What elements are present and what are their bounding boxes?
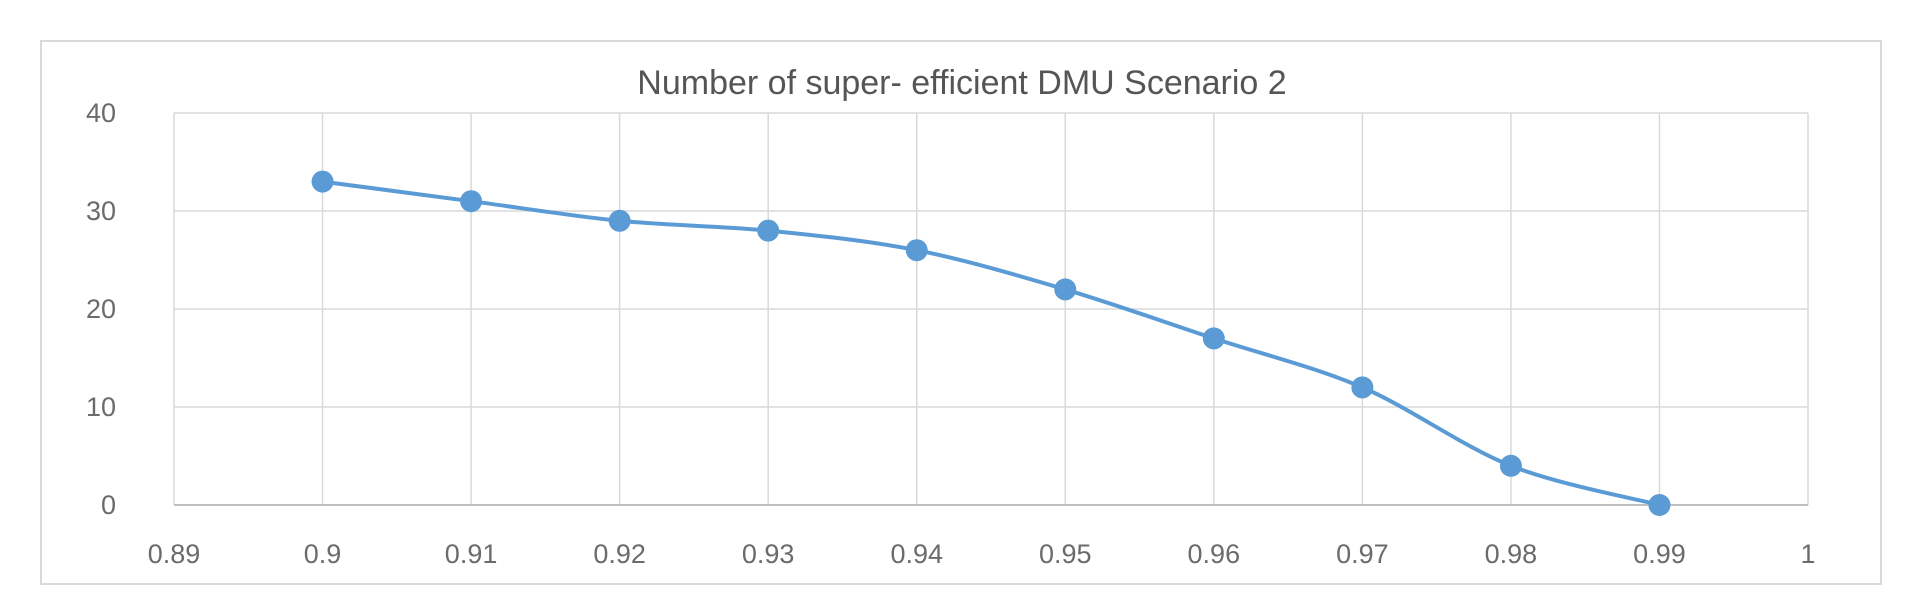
data-point bbox=[1202, 327, 1225, 350]
data-point bbox=[1351, 376, 1374, 399]
x-tick-label: 0.92 bbox=[593, 539, 646, 569]
data-point bbox=[757, 219, 780, 242]
data-point bbox=[1054, 278, 1077, 301]
x-tick-label: 0.99 bbox=[1633, 539, 1686, 569]
data-point bbox=[1499, 454, 1522, 477]
x-tick-label: 0.91 bbox=[445, 539, 498, 569]
x-tick-label: 0.95 bbox=[1039, 539, 1092, 569]
y-tick-label: 0 bbox=[101, 490, 116, 520]
x-tick-label: 0.98 bbox=[1485, 539, 1538, 569]
data-point bbox=[311, 170, 334, 193]
chart-frame: 0.89 0.9 0.91 0.92 0.93 0.94 0.95 0.96 0.97 0.98 0… bbox=[40, 40, 1882, 585]
label-layer: 0.89 0.9 0.91 0.92 0.93 0.94 0.95 0.96 0.97 0.98 0… bbox=[86, 98, 1816, 569]
y-tick-label: 40 bbox=[86, 98, 116, 128]
data-point bbox=[460, 190, 483, 213]
x-tick-label: 0.96 bbox=[1188, 539, 1241, 569]
y-tick-label: 20 bbox=[86, 294, 116, 324]
y-tick-label: 30 bbox=[86, 196, 116, 226]
x-tick-label: 0.94 bbox=[890, 539, 943, 569]
data-point bbox=[1648, 494, 1671, 516]
data-point bbox=[608, 209, 631, 232]
x-tick-label: 0.89 bbox=[148, 539, 201, 569]
chart-title: Number of super- efficient DMU Scenario … bbox=[637, 64, 1286, 102]
series-line bbox=[322, 179, 1660, 507]
grid-layer bbox=[173, 112, 1809, 505]
data-point bbox=[905, 239, 928, 262]
x-tick-label: 0.97 bbox=[1336, 539, 1389, 569]
y-tick-label: 10 bbox=[86, 392, 116, 422]
x-tick-label: 1 bbox=[1800, 539, 1815, 569]
x-tick-label: 0.9 bbox=[304, 539, 342, 569]
series-layer bbox=[311, 170, 1671, 516]
chart-svg: 0.89 0.9 0.91 0.92 0.93 0.94 0.95 0.96 0.97 0.98 0… bbox=[86, 64, 1816, 569]
x-tick-label: 0.93 bbox=[742, 539, 795, 569]
